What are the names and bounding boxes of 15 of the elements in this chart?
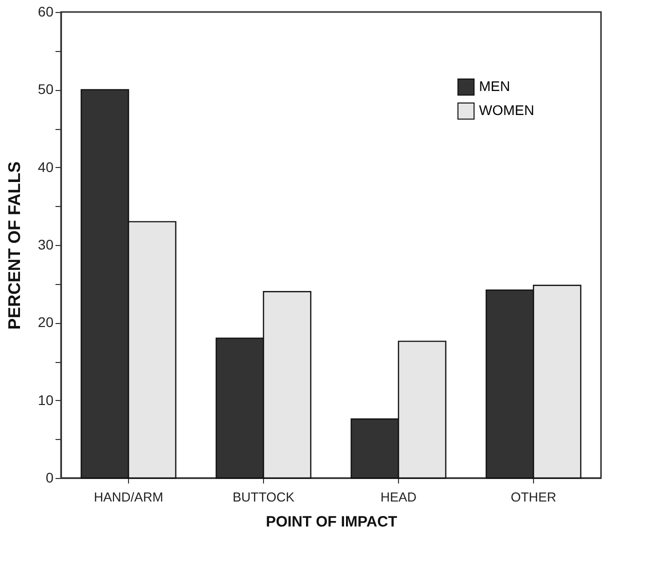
x-tick-label: OTHER	[510, 490, 556, 504]
x-axis-title: POINT OF IMPACT	[266, 514, 398, 530]
legend-label: MEN	[479, 78, 510, 94]
y-tick-label: 50	[38, 81, 54, 98]
y-tick-label: 20	[38, 314, 54, 330]
x-tick-label: HEAD	[380, 490, 417, 504]
x-tick-label: HAND/ARM	[94, 490, 164, 504]
legend-label: WOMEN	[479, 102, 534, 118]
x-tick-label: BUTTOCK	[232, 490, 295, 504]
y-tick-label: 30	[38, 236, 54, 252]
y-axis-title: PERCENT OF FALLS	[4, 161, 24, 330]
y-tick-label: 0	[46, 470, 54, 486]
y-tick-label: 60	[38, 4, 54, 20]
y-tick-label: 40	[38, 158, 54, 175]
y-tick-label: 10	[38, 392, 54, 408]
